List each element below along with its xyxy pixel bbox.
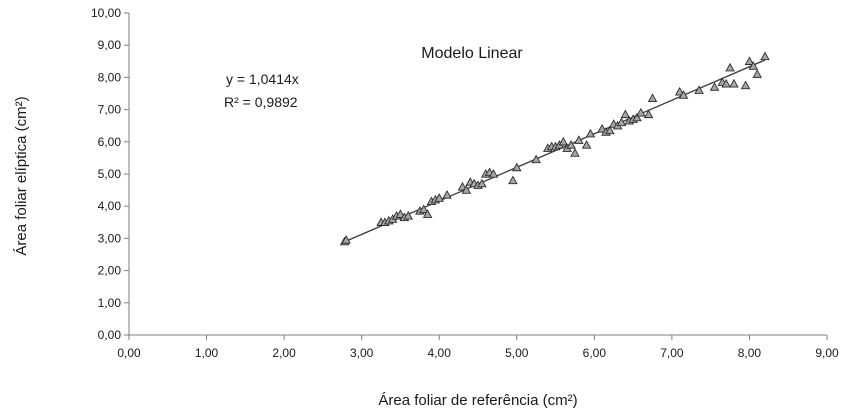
x-tick-label: 9,00 [815, 346, 839, 360]
trendline [342, 59, 766, 244]
y-tick-label: 0,00 [98, 328, 122, 342]
data-point [457, 181, 468, 191]
data-point [725, 62, 735, 72]
chart-title: Modelo Linear [421, 45, 523, 62]
data-point [748, 61, 759, 70]
data-point [620, 109, 631, 119]
data-point [585, 128, 596, 138]
y-tick-label: 8,00 [98, 70, 122, 84]
data-point [605, 125, 615, 135]
data-point [488, 169, 499, 178]
data-point [422, 209, 433, 218]
data-point [570, 148, 580, 157]
x-tick-label: 1,00 [195, 346, 219, 360]
data-point [418, 204, 429, 214]
x-tick-label: 4,00 [428, 346, 452, 360]
data-point [341, 235, 351, 244]
y-tick-label: 6,00 [98, 135, 122, 149]
data-point [721, 78, 731, 88]
x-tick-label: 6,00 [583, 346, 607, 360]
r-squared-label: R² = 0,9892 [224, 94, 298, 110]
data-point [442, 190, 452, 199]
y-tick-label: 3,00 [98, 231, 122, 245]
data-point [434, 193, 444, 202]
y-axis-label: Área foliar elíptica (cm²) [13, 96, 30, 255]
data-point [597, 123, 607, 133]
data-point [694, 85, 704, 94]
data-point [512, 162, 522, 172]
y-tick-label: 4,00 [98, 199, 122, 213]
data-point [643, 109, 654, 119]
data-point [566, 140, 576, 149]
data-point [531, 154, 541, 164]
data-point [760, 51, 770, 61]
y-tick-label: 7,00 [98, 103, 122, 117]
x-axis-label: Área foliar de referência (cm²) [378, 392, 577, 409]
data-point [461, 185, 472, 194]
data-point [709, 82, 720, 91]
plot-area: 0,00 1,00 2,00 3,00 4,00 5,00 6,00 7,00 8,00 9,00… [91, 6, 839, 360]
data-point [395, 209, 406, 218]
data-point [403, 210, 413, 220]
x-tick-label: 8,00 [738, 346, 762, 360]
data-point [744, 56, 755, 65]
data-point [678, 90, 689, 99]
data-point [477, 178, 487, 188]
data-point [581, 140, 592, 149]
x-tick-label: 7,00 [660, 346, 684, 360]
data-point [574, 135, 584, 144]
data-point [674, 86, 685, 96]
data-point [558, 136, 569, 146]
x-tick-label: 0,00 [117, 346, 141, 360]
data-point [632, 112, 642, 122]
y-tick-label: 9,00 [98, 38, 122, 52]
y-tick-label: 2,00 [98, 264, 122, 278]
x-tick-label: 3,00 [350, 346, 374, 360]
data-point [647, 93, 658, 102]
data-points [339, 51, 770, 246]
regression-equation: y = 1,0414x [226, 71, 299, 87]
data-point [636, 107, 646, 117]
y-tick-label: 5,00 [98, 167, 122, 181]
data-point [752, 69, 762, 78]
data-point [740, 80, 751, 90]
x-tick-label: 2,00 [272, 346, 296, 360]
x-tick-label: 5,00 [505, 346, 529, 360]
data-point [508, 175, 518, 185]
data-point [616, 117, 627, 127]
y-tick-label: 1,00 [98, 296, 122, 310]
data-point [729, 78, 739, 88]
y-tick-label: 10,00 [91, 6, 121, 20]
